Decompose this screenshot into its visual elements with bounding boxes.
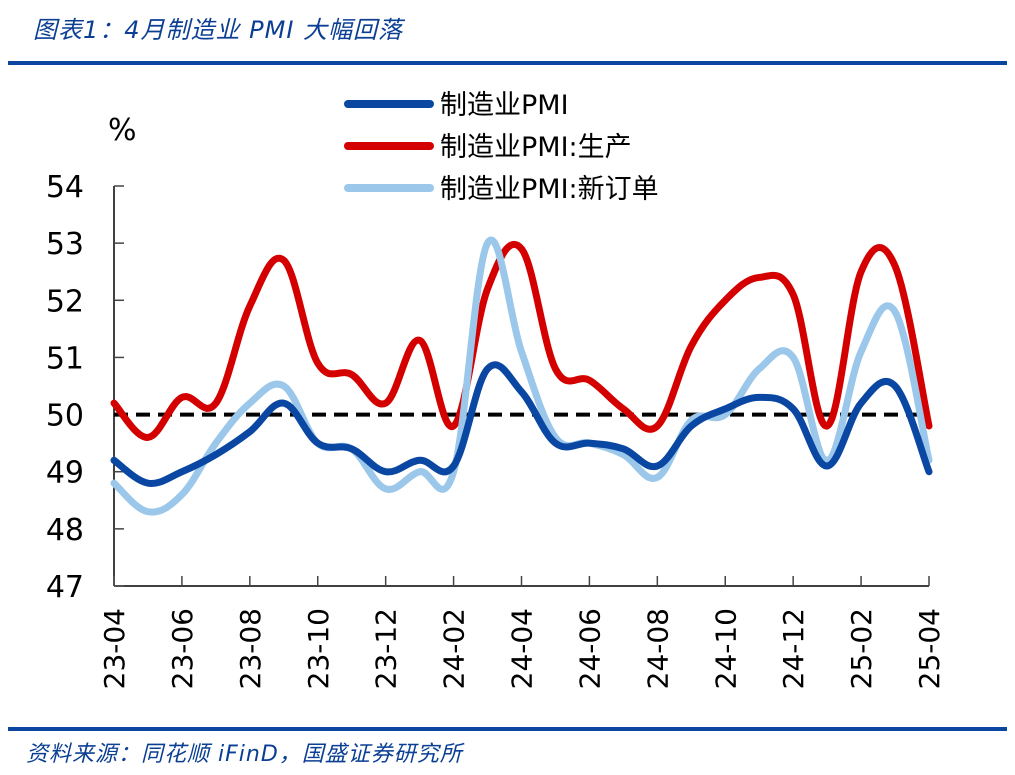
series-lines <box>110 236 933 516</box>
x-tick-label: 24-12 <box>777 608 810 689</box>
x-tick-label: 24-08 <box>641 608 674 689</box>
y-tick-label: 53 <box>46 227 84 262</box>
y-tick-label: 47 <box>46 570 84 605</box>
y-tick-label: 48 <box>46 513 84 548</box>
x-tick-label: 25-02 <box>845 608 878 689</box>
x-tick-label: 25-04 <box>913 608 946 689</box>
y-tick-label: 49 <box>46 456 84 491</box>
x-tick-label: 24-04 <box>506 608 539 689</box>
series-line-new-orders <box>110 236 933 516</box>
x-tick-label: 24-06 <box>573 608 606 689</box>
y-tick-label: 51 <box>46 341 84 376</box>
y-tick-label: 52 <box>46 284 84 319</box>
series-line-production <box>110 241 933 441</box>
source-divider <box>8 727 1007 731</box>
x-tick-label: 23-10 <box>302 608 335 689</box>
y-tick-label: 54 <box>46 170 84 205</box>
source-note: 资料来源：同花顺 iFinD，国盛证券研究所 <box>26 742 463 767</box>
axes: 47 48 49 50 51 52 53 54 23-04 23-06 23-08 23-10 23-1… <box>46 170 946 689</box>
x-tick-label: 24-10 <box>709 608 742 689</box>
y-axis-unit-label: % <box>108 113 137 148</box>
x-tick-label: 23-06 <box>166 608 199 689</box>
x-tick-label: 24-02 <box>438 608 471 689</box>
series-line-pmi <box>110 361 933 487</box>
title-divider <box>8 61 1007 65</box>
legend-label-pmi: 制造业PMI <box>440 90 569 121</box>
x-tick-label: 23-12 <box>370 608 403 689</box>
x-tick-label: 23-04 <box>98 608 131 689</box>
x-tick-label: 23-08 <box>234 608 267 689</box>
legend-label-production: 制造业PMI:生产 <box>440 132 632 163</box>
legend-label-new-orders: 制造业PMI:新订单 <box>440 174 659 205</box>
y-tick-label: 50 <box>46 399 84 434</box>
figure-title: 图表1：4月制造业 PMI 大幅回落 <box>33 16 404 44</box>
